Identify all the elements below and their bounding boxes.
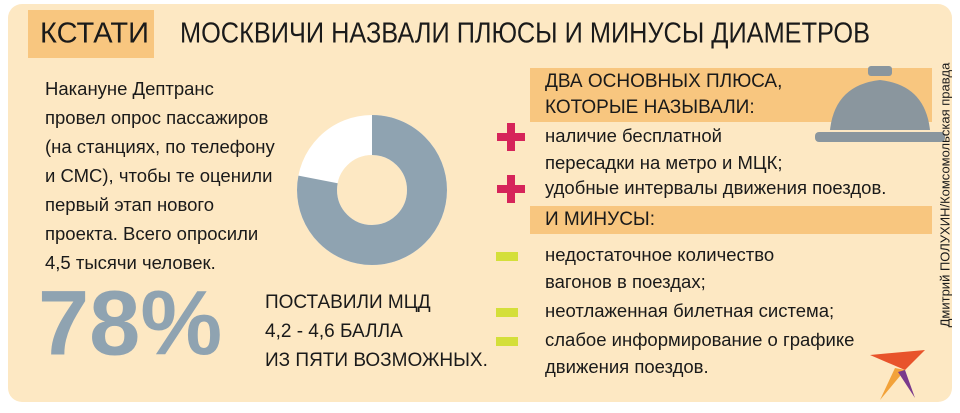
minus-icon: [496, 337, 518, 346]
pros-heading: ДВА ОСНОВНЫХ ПЛЮСА,: [545, 71, 782, 92]
cons-heading: И МИНУСЫ:: [545, 209, 655, 230]
cons-item: движения поездов.: [545, 356, 709, 377]
cons-item: недостаточное количество: [545, 244, 774, 265]
minus-icon: [496, 252, 518, 261]
cons-item: слабое информирование о графике: [545, 329, 854, 350]
bird-logo: [870, 350, 925, 400]
intro-line: и СМС), чтобы те оценили: [45, 165, 272, 186]
donut-segment: [297, 115, 447, 265]
pros-heading: КОТОРЫЕ НАЗЫВАЛИ:: [545, 97, 755, 118]
stat-caption: 4,2 - 4,6 БАЛЛА: [265, 321, 403, 342]
intro-line: Накануне Дептранс: [45, 78, 214, 99]
credit: Дмитрий ПОЛУХИН/Комсомольская правда: [937, 62, 952, 327]
plus-icon: [497, 175, 525, 203]
stat-caption: ПОСТАВИЛИ МЦД: [265, 292, 431, 313]
cons-band: [530, 206, 932, 234]
intro-line: проекта. Всего опросили: [45, 223, 258, 244]
pros-item: удобные интервалы движения поездов.: [545, 177, 886, 198]
plus-icon: [497, 123, 525, 151]
cons-item: вагонов в поездах;: [545, 271, 706, 292]
minus-icon: [496, 308, 518, 317]
intro-line: 4,5 тысячи человек.: [45, 252, 216, 273]
pros-item: пересадки на метро и МЦК;: [545, 152, 783, 173]
intro-line: первый этап нового: [45, 194, 214, 215]
intro-line: провел опрос пассажиров: [45, 107, 268, 128]
intro-line: (на станциях, по телефону: [45, 136, 276, 157]
stat-caption: ИЗ ПЯТИ ВОЗМОЖНЫХ.: [265, 350, 488, 371]
tag: КСТАТИ: [40, 18, 149, 50]
tag-box: [28, 10, 154, 58]
stat-label: 78%: [38, 272, 222, 374]
title: МОСКВИЧИ НАЗВАЛИ ПЛЮСЫ И МИНУСЫ ДИАМЕТРО…: [180, 18, 870, 50]
cons-item: неотлаженная билетная система;: [545, 300, 834, 321]
pros-item: наличие бесплатной: [545, 125, 722, 146]
train-icon: [815, 66, 945, 142]
